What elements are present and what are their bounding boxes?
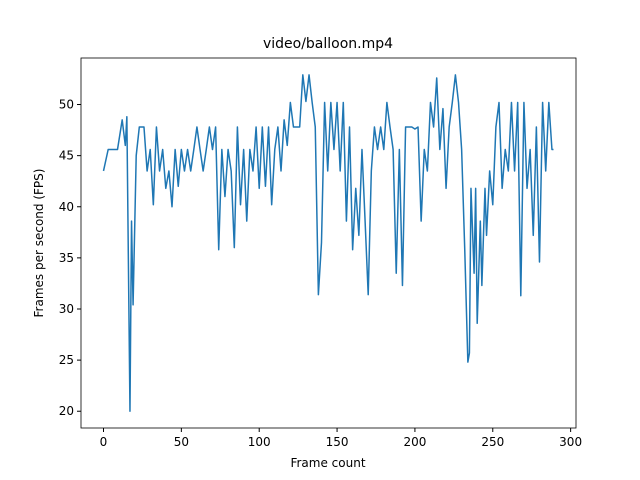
y-tick-label: 30 bbox=[59, 302, 74, 316]
x-tick-label: 250 bbox=[481, 435, 504, 449]
y-tick-label: 40 bbox=[59, 200, 74, 214]
y-tick-label: 20 bbox=[59, 404, 74, 418]
y-tick-label: 35 bbox=[59, 251, 74, 265]
y-axis-label: Frames per second (FPS) bbox=[32, 169, 46, 318]
x-tick-label: 50 bbox=[174, 435, 189, 449]
plot-frame bbox=[80, 57, 577, 429]
x-tick-label: 100 bbox=[248, 435, 271, 449]
x-axis-label: Frame count bbox=[290, 456, 365, 470]
x-tick-label: 150 bbox=[326, 435, 349, 449]
x-tick-label: 200 bbox=[403, 435, 426, 449]
y-tick-label: 25 bbox=[59, 353, 74, 367]
x-tick-label: 0 bbox=[100, 435, 108, 449]
y-tick-label: 45 bbox=[59, 149, 74, 163]
x-tick-label: 300 bbox=[559, 435, 582, 449]
data-line bbox=[102, 74, 554, 412]
chart-title: video/balloon.mp4 bbox=[263, 36, 393, 52]
y-tick-label: 50 bbox=[59, 98, 74, 112]
